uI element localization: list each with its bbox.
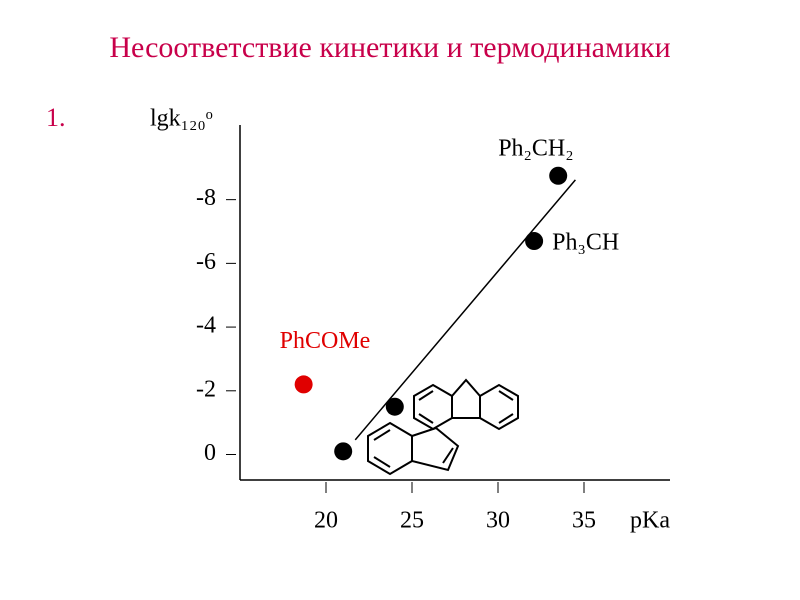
y-tick-label: 0	[204, 440, 216, 466]
y-axis-label: lgk₁₂₀ᵒ	[150, 106, 213, 132]
point-label: PhCOMe	[280, 328, 371, 354]
point	[294, 375, 313, 394]
x-axis-label: pKa	[630, 508, 670, 534]
point-label: Ph₃CH	[552, 230, 619, 256]
item-number: 1.	[46, 103, 66, 132]
slide-title: Несоответствие кинетики и термодинамики	[109, 31, 670, 64]
x-tick-label: 20	[314, 508, 338, 534]
point	[549, 166, 568, 185]
y-tick-label: -4	[196, 313, 216, 339]
y-tick-label: -6	[196, 249, 216, 275]
y-tick-label: -8	[196, 185, 216, 211]
point	[385, 397, 404, 416]
point	[334, 442, 353, 461]
x-tick-label: 30	[486, 508, 510, 534]
fluorene-structure	[413, 378, 519, 431]
x-tick-label: 35	[572, 508, 596, 534]
fit-line	[354, 179, 576, 441]
point	[525, 232, 544, 251]
point-label: Ph₂CH₂	[498, 135, 573, 161]
indene-structure	[367, 421, 460, 476]
y-tick-label: -2	[196, 376, 216, 402]
x-tick-label: 25	[400, 508, 424, 534]
